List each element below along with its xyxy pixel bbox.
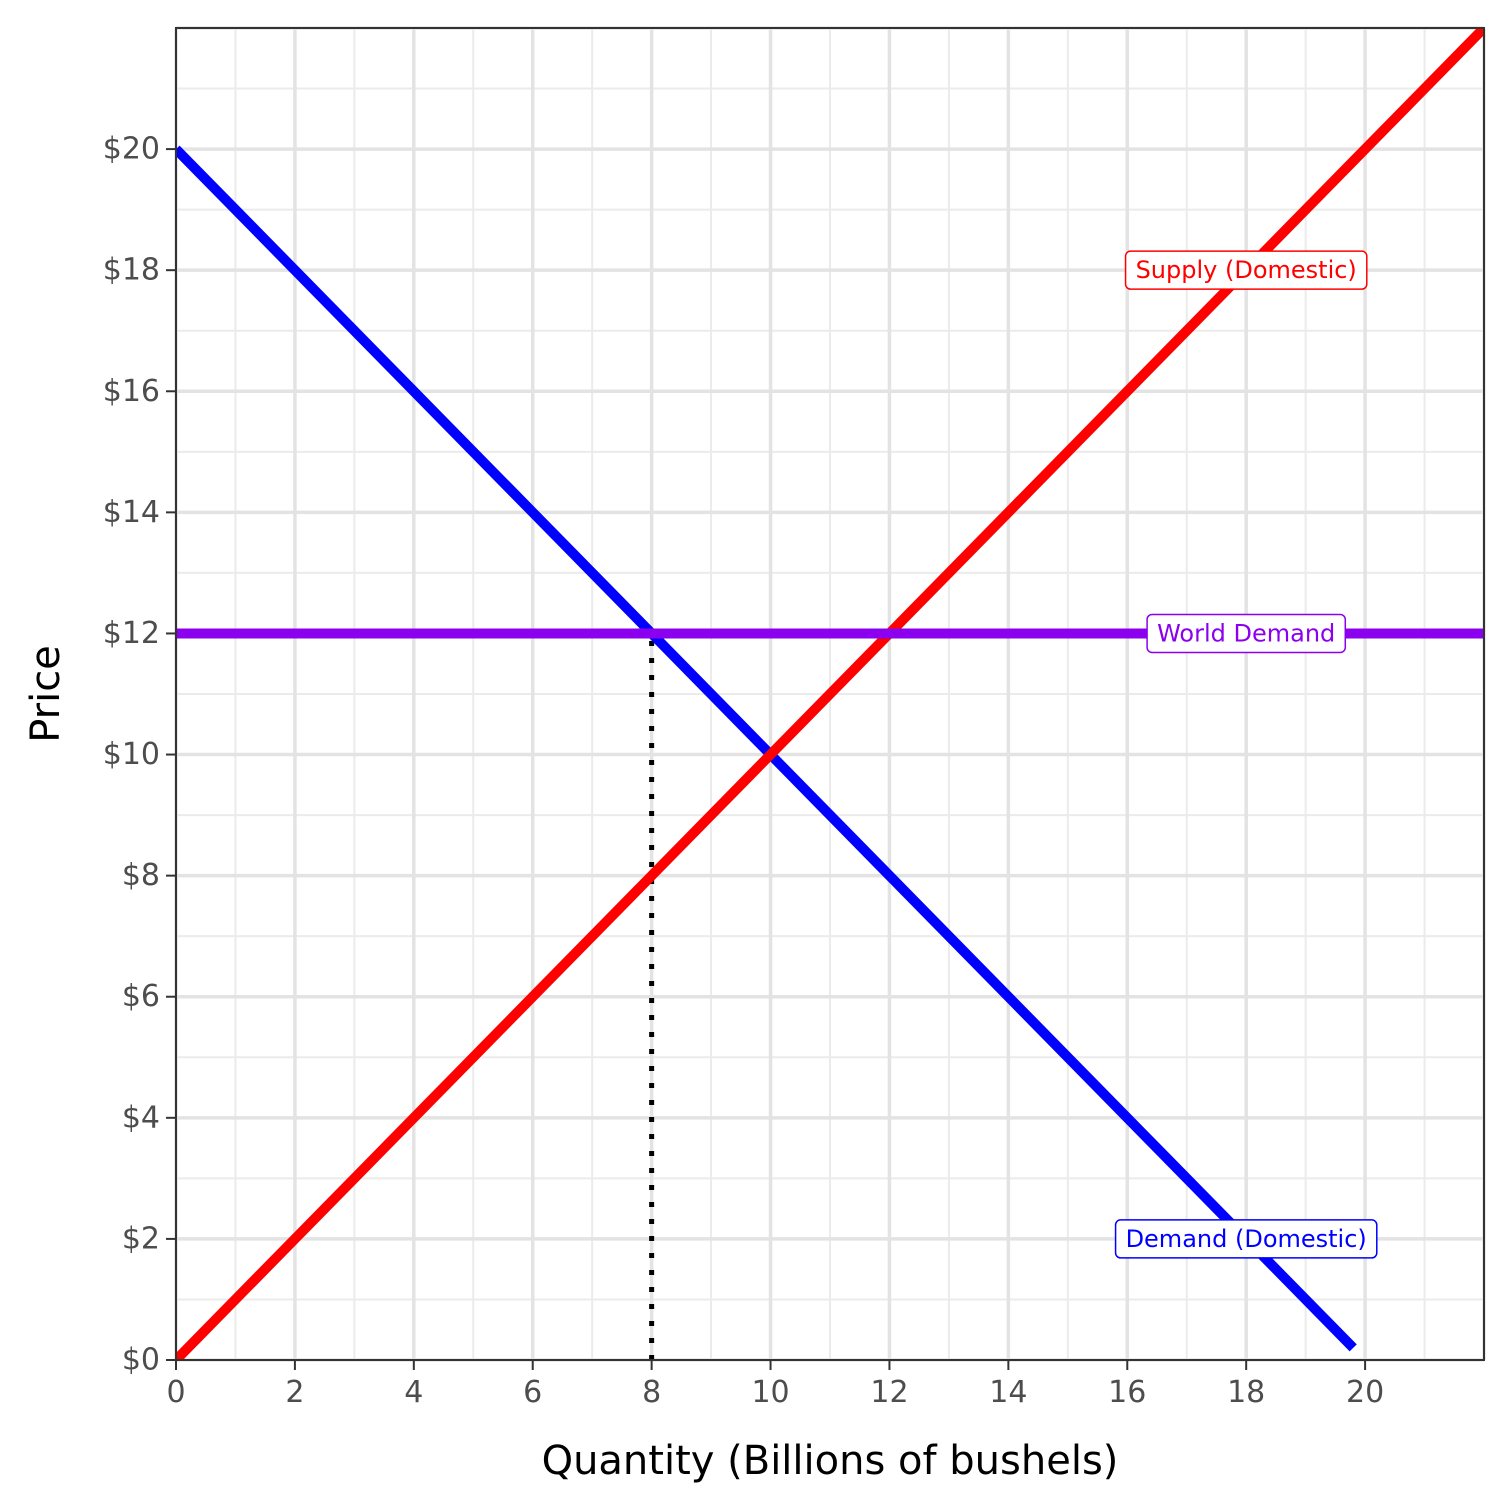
annotation-box <box>1114 1219 1378 1259</box>
x-tick-label: 6 <box>523 1375 542 1410</box>
x-tick-label: 18 <box>1227 1375 1265 1410</box>
y-tick-label: $4 <box>122 1100 160 1135</box>
x-tick-label: 12 <box>870 1375 908 1410</box>
y-tick-label: $20 <box>103 132 160 167</box>
y-axis: $0 $2 $4 $6 $8 $10 $12 $14 $16 $18 $20 <box>103 132 176 1378</box>
x-axis-title: Quantity (Billions of bushels) <box>542 1438 1119 1484</box>
annotation-box <box>1146 613 1347 654</box>
x-tick-label: 2 <box>285 1375 304 1410</box>
annotation-world-demand: World Demand <box>1146 613 1347 654</box>
grid-minor <box>176 28 1484 1360</box>
y-tick-label: $10 <box>103 737 160 772</box>
panel-border <box>175 27 1485 1361</box>
annotations: Supply (Domestic) World Demand Demand (Dom… <box>1114 250 1378 1259</box>
y-tick-label: $18 <box>103 253 160 288</box>
y-tick-label: $2 <box>122 1221 160 1256</box>
x-tick-label: 16 <box>1108 1375 1146 1410</box>
y-tick-label: $12 <box>103 616 160 651</box>
y-tick-label: $8 <box>122 858 160 893</box>
x-tick-label: 20 <box>1346 1375 1384 1410</box>
x-tick-label: 0 <box>166 1375 185 1410</box>
series-line-supply-domestic <box>176 28 1484 1360</box>
x-tick-label: 4 <box>404 1375 423 1410</box>
annotation-label: Supply (Domestic) <box>1136 256 1357 284</box>
y-axis-title: Price <box>23 645 69 743</box>
x-axis: 0 2 4 6 8 10 12 14 16 18 20 <box>166 1360 1384 1410</box>
x-tick-label: 10 <box>751 1375 789 1410</box>
annotation-label: Demand (Domestic) <box>1126 1225 1367 1253</box>
annotation-supply-domestic: Supply (Domestic) <box>1124 250 1368 290</box>
annotation-label: World Demand <box>1157 619 1335 647</box>
annotation-demand-domestic: Demand (Domestic) <box>1114 1219 1378 1259</box>
annotation-box <box>1124 250 1368 290</box>
y-tick-label: $14 <box>103 495 160 530</box>
x-tick-label: 14 <box>989 1375 1027 1410</box>
y-tick-label: $6 <box>122 979 160 1014</box>
y-tick-label: $16 <box>103 374 160 409</box>
series-line-demand-domestic <box>176 145 1357 1352</box>
x-tick-label: 8 <box>642 1375 661 1410</box>
y-tick-label: $0 <box>122 1343 160 1378</box>
